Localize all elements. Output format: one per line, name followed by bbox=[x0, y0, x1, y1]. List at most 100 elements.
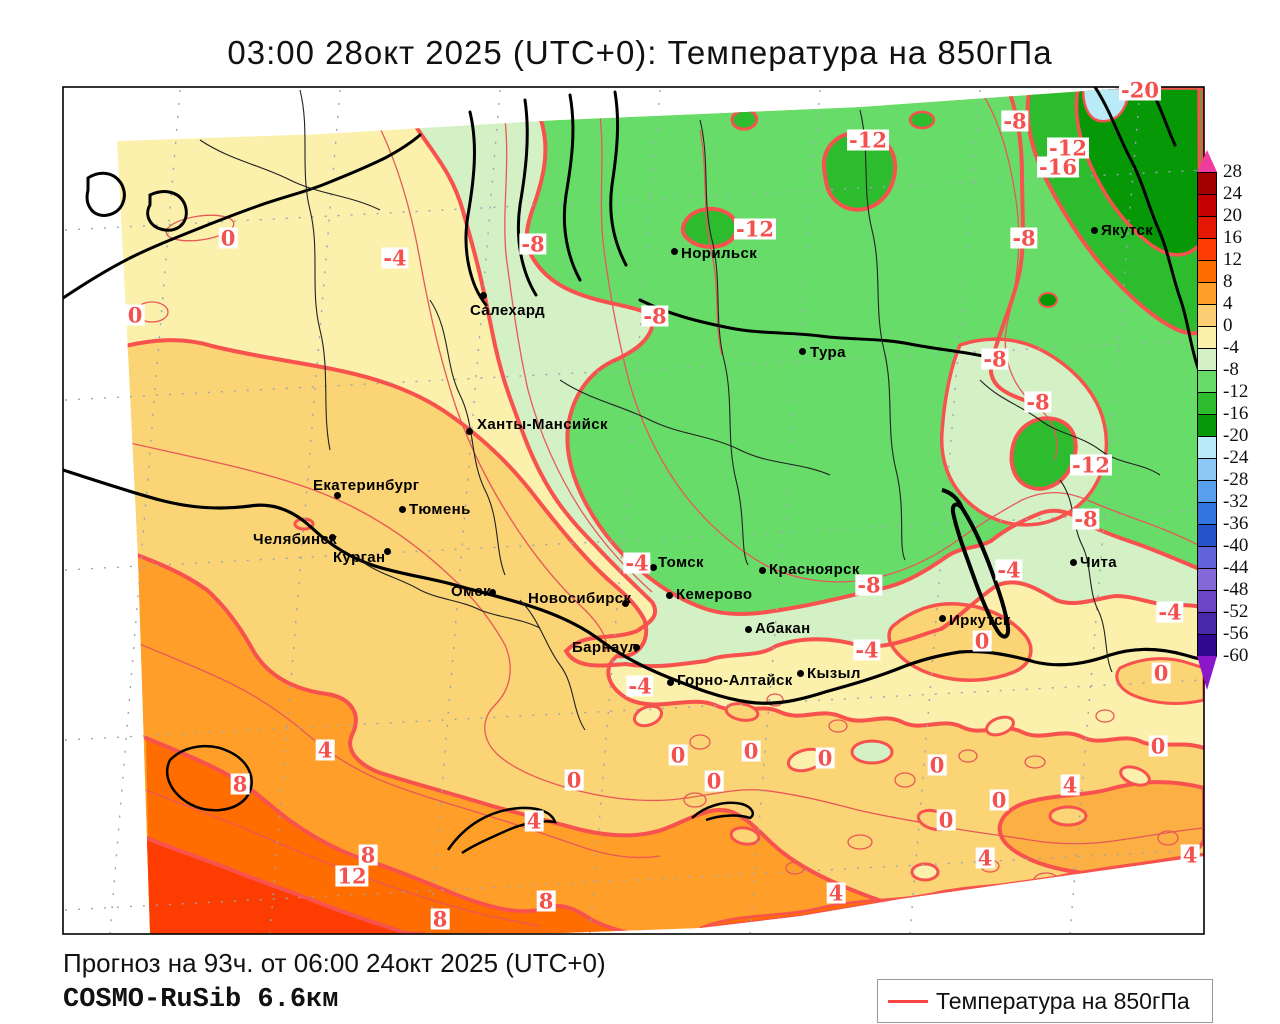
colorbar-block bbox=[1197, 436, 1217, 459]
colorbar-tick-label: 28 bbox=[1223, 161, 1242, 182]
city-name: Тюмень bbox=[409, 501, 471, 518]
colorbar-tick-label: -60 bbox=[1223, 645, 1249, 666]
city-dot bbox=[939, 615, 946, 622]
contour-value-label: 0 bbox=[927, 752, 947, 778]
contour-value-label: -4 bbox=[626, 673, 654, 699]
city-dot bbox=[480, 292, 487, 299]
city-name: Барнаул bbox=[572, 639, 639, 656]
colorbar-below-min-arrow bbox=[1197, 656, 1217, 690]
contour-value-label: 4 bbox=[1060, 772, 1080, 798]
colorbar-tick-label: -4 bbox=[1223, 337, 1239, 358]
city-dot bbox=[797, 670, 804, 677]
contour-value-label: 4 bbox=[524, 808, 544, 834]
contour-value-label: 0 bbox=[815, 745, 835, 771]
colorbar-block bbox=[1197, 194, 1217, 217]
contour-value-label: -8 bbox=[1072, 506, 1100, 532]
contour-value-label: 0 bbox=[704, 768, 724, 794]
colorbar-block bbox=[1197, 568, 1217, 591]
colorbar-tick-label: -8 bbox=[1223, 359, 1239, 380]
colorbar-tick-label: -28 bbox=[1223, 469, 1249, 490]
contour-value-label: -4 bbox=[1156, 599, 1184, 625]
legend-box: Температура на 850гПа bbox=[877, 979, 1213, 1023]
city-dot bbox=[622, 600, 629, 607]
city-name: Норильск bbox=[681, 245, 758, 262]
city-dot bbox=[650, 564, 657, 571]
contour-value-label: 0 bbox=[218, 225, 238, 251]
contour-value-label: 8 bbox=[536, 888, 556, 914]
city-dot bbox=[399, 506, 406, 513]
contour-value-label: -8 bbox=[1024, 389, 1052, 415]
colorbar-tick-label: 4 bbox=[1223, 293, 1233, 314]
city-dot bbox=[1091, 227, 1098, 234]
contour-value-label: -4 bbox=[853, 637, 881, 663]
city-dot bbox=[329, 534, 336, 541]
colorbar-block bbox=[1197, 326, 1217, 349]
city-name: Красноярск bbox=[769, 561, 860, 578]
southern-lakes bbox=[165, 745, 754, 855]
colorbar-tick-label: 8 bbox=[1223, 271, 1233, 292]
contour-value-label: 0 bbox=[1151, 660, 1171, 686]
city-dot bbox=[1070, 559, 1077, 566]
colorbar-tick-label: 12 bbox=[1223, 249, 1242, 270]
colorbar-block bbox=[1197, 370, 1217, 393]
contour-value-label: 8 bbox=[430, 906, 450, 932]
colorbar-block bbox=[1197, 172, 1217, 195]
city-name: Тура bbox=[810, 344, 846, 361]
city-dot bbox=[334, 492, 341, 499]
contour-value-label: -8 bbox=[1010, 225, 1038, 251]
contour-value-label: -12 bbox=[847, 127, 889, 153]
page-title: 03:00 28окт 2025 (UTC+0): Температура на… bbox=[227, 34, 1053, 71]
city-name: Чита bbox=[1080, 554, 1118, 571]
colorbar-tick-label: 0 bbox=[1223, 315, 1233, 336]
contour-value-label: -16 bbox=[1037, 154, 1079, 180]
colorbar-block bbox=[1197, 458, 1217, 481]
contour-value-label: 8 bbox=[230, 771, 250, 797]
contour-value-label: -8 bbox=[1001, 108, 1029, 134]
city-name: Томск bbox=[658, 554, 704, 571]
contour-value-label: -4 bbox=[381, 245, 409, 271]
colorbar-block bbox=[1197, 414, 1217, 437]
contour-value-label: 12 bbox=[335, 863, 369, 889]
forecast-caption: Прогноз на 93ч. от 06:00 24окт 2025 (UTC… bbox=[63, 948, 606, 978]
contour-value-label: 0 bbox=[989, 787, 1009, 813]
colorbar-tick-label: -56 bbox=[1223, 623, 1249, 644]
city-name: Салехард bbox=[470, 302, 546, 319]
colorbar-block bbox=[1197, 590, 1217, 613]
contour-value-label: -20 bbox=[1119, 77, 1161, 103]
colorbar-block bbox=[1197, 348, 1217, 371]
contour-value-label: -8 bbox=[641, 303, 669, 329]
contour-value-label: 0 bbox=[972, 628, 992, 654]
city-dot bbox=[633, 644, 640, 651]
colorbar-block bbox=[1197, 502, 1217, 525]
contour-value-label: -12 bbox=[1047, 135, 1089, 161]
temperature-field bbox=[117, 87, 1204, 934]
contour-value-label: 0 bbox=[936, 807, 956, 833]
city-dot bbox=[759, 567, 766, 574]
contour-value-label: -4 bbox=[623, 550, 651, 576]
country-border bbox=[63, 468, 1204, 705]
city-dot bbox=[489, 589, 496, 596]
colorbar-block bbox=[1197, 260, 1217, 283]
contour-value-label: 0 bbox=[668, 742, 688, 768]
colorbar-tick-label: 16 bbox=[1223, 227, 1242, 248]
colorbar-tick-label: 20 bbox=[1223, 205, 1242, 226]
city-name: Ханты-Мансийск bbox=[477, 416, 608, 433]
contour-value-label: -12 bbox=[1070, 452, 1112, 478]
city-name: Новосибирск bbox=[528, 590, 632, 607]
contour-value-label: -4 bbox=[995, 557, 1023, 583]
colorbar-tick-label: -36 bbox=[1223, 513, 1249, 534]
city-name: Омск bbox=[451, 583, 492, 600]
contour-value-label: 0 bbox=[1148, 733, 1168, 759]
city-name: Якутск bbox=[1101, 222, 1154, 239]
city-dot bbox=[666, 592, 673, 599]
colorbar-above-max-arrow bbox=[1197, 150, 1217, 172]
admin-borders bbox=[199, 89, 1161, 731]
contour-value-label: 0 bbox=[741, 738, 761, 764]
contour-value-label: 0 bbox=[564, 767, 584, 793]
colorbar-tick-label: -52 bbox=[1223, 601, 1249, 622]
city-dot bbox=[667, 679, 674, 686]
city-dot bbox=[799, 348, 806, 355]
colorbar-block bbox=[1197, 304, 1217, 327]
contour-value-label: -8 bbox=[855, 572, 883, 598]
